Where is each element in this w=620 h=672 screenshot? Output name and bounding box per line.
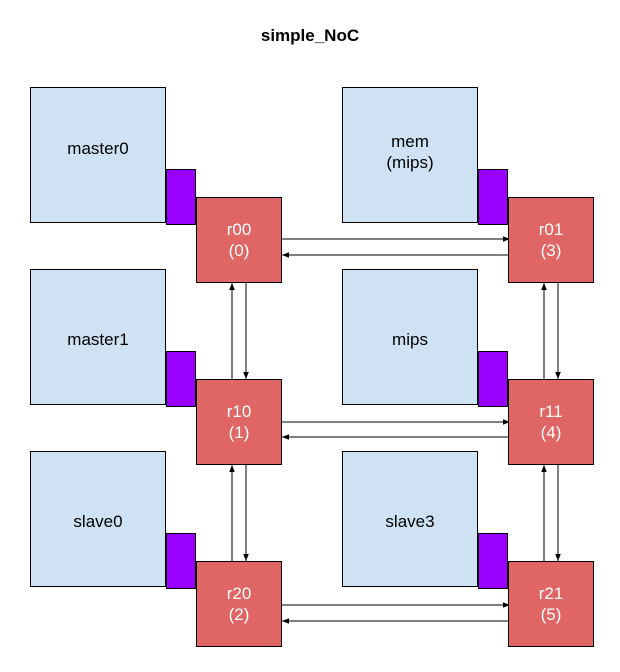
router-r10: r10 (1) [196, 379, 282, 465]
router-r21: r21 (5) [508, 561, 594, 647]
node-mem-label: mem [391, 132, 429, 151]
node-mem-sublabel: (mips) [386, 153, 434, 172]
node-master0-label: master0 [67, 138, 129, 158]
port-mem [478, 169, 508, 225]
router-r00-name: r00 [226, 220, 252, 239]
node-master1-label: master1 [67, 329, 129, 349]
router-r01: r01 (3) [508, 197, 594, 283]
node-slave3-label: slave3 [385, 511, 435, 531]
node-master1: master1 [30, 269, 166, 405]
node-slave0-label: slave0 [73, 511, 123, 531]
router-r20: r20 (2) [196, 561, 282, 647]
router-r11: r11 (4) [508, 379, 594, 465]
port-master1 [166, 351, 196, 407]
router-r00: r00 (0) [196, 197, 282, 283]
router-r11-id: (4) [540, 423, 562, 442]
router-r21-name: r21 [538, 584, 564, 603]
router-r11-name: r11 [539, 402, 563, 421]
router-r10-id: (1) [228, 423, 250, 442]
port-master0 [166, 169, 196, 225]
node-slave3: slave3 [342, 451, 478, 587]
router-r01-id: (3) [540, 241, 562, 260]
port-slave3 [478, 533, 508, 589]
node-mem: mem (mips) [342, 87, 478, 223]
node-mips-label: mips [392, 329, 428, 349]
router-r00-id: (0) [228, 241, 250, 260]
router-r21-id: (5) [540, 605, 562, 624]
router-r20-id: (2) [228, 605, 250, 624]
node-mips: mips [342, 269, 478, 405]
diagram-title: simple_NoC [260, 26, 360, 45]
router-r01-name: r01 [538, 220, 564, 239]
router-r20-name: r20 [226, 584, 252, 603]
router-r10-name: r10 [226, 402, 252, 421]
node-slave0: slave0 [30, 451, 166, 587]
node-master0: master0 [30, 87, 166, 223]
port-slave0 [166, 533, 196, 589]
port-mips [478, 351, 508, 407]
